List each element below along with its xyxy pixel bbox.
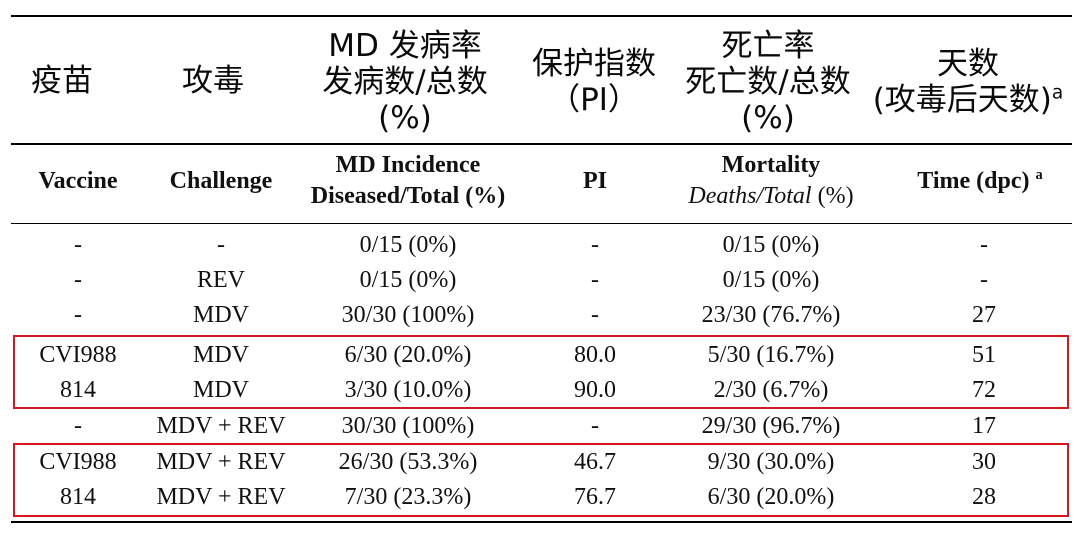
time-cell: - — [980, 267, 988, 293]
en-mortality-header: Mortality Deaths/Total (%) — [688, 152, 854, 209]
en-time-header: Time (dpc) a — [917, 167, 1043, 194]
vaccine-cell: - — [74, 302, 82, 328]
incidence-cell: 3/30 (10.0%) — [344, 377, 472, 403]
highlight-box-mdv-vaccines — [13, 335, 1069, 409]
zh-challenge-header: 攻毒 — [182, 63, 244, 99]
time-cell: 30 — [972, 449, 996, 475]
incidence-cell: 30/30 (100%) — [341, 413, 475, 439]
challenge-cell: MDV — [192, 302, 250, 328]
table-row: - - 0/15 (0%) - 0/15 (0%) - — [0, 228, 1080, 262]
table-row: 814 MDV 3/30 (10.0%) 90.0 2/30 (6.7%) 72 — [0, 373, 1080, 407]
incidence-cell: 30/30 (100%) — [341, 302, 475, 328]
challenge-cell: REV — [197, 267, 245, 293]
table-row: - MDV 30/30 (100%) - 23/30 (76.7%) 27 — [0, 298, 1080, 332]
time-cell: 72 — [972, 377, 996, 403]
table-row: - MDV + REV 30/30 (100%) - 29/30 (96.7%)… — [0, 409, 1080, 443]
pi-cell: 46.7 — [574, 449, 616, 475]
mortality-cell: 6/30 (20.0%) — [707, 484, 835, 510]
zh-pi-header: 保护指数 （PI） — [532, 46, 656, 118]
vaccine-cell: CVI988 — [39, 342, 117, 368]
mortality-cell: 23/30 (76.7%) — [701, 302, 841, 328]
mid-rule — [11, 143, 1072, 145]
en-incidence-header: MD Incidence Diseased/Total (%) — [310, 152, 506, 209]
highlight-box-coinfection-vaccines — [13, 443, 1069, 517]
vaccine-cell: - — [74, 232, 82, 258]
zh-vaccine-header: 疫苗 — [31, 63, 93, 99]
vaccine-cell: 814 — [60, 484, 96, 510]
time-cell: 51 — [972, 342, 996, 368]
table-row: CVI988 MDV + REV 26/30 (53.3%) 46.7 9/30… — [0, 445, 1080, 479]
table-row: CVI988 MDV 6/30 (20.0%) 80.0 5/30 (16.7%… — [0, 338, 1080, 372]
mortality-cell: 9/30 (30.0%) — [707, 449, 835, 475]
pi-cell: 76.7 — [574, 484, 616, 510]
pi-cell: - — [591, 413, 599, 439]
pi-cell: - — [591, 267, 599, 293]
table-row: - REV 0/15 (0%) - 0/15 (0%) - — [0, 263, 1080, 297]
time-cell: 17 — [972, 413, 996, 439]
pi-cell: - — [591, 232, 599, 258]
header-rule — [11, 223, 1072, 224]
pi-cell: 80.0 — [574, 342, 616, 368]
challenge-cell: MDV + REV — [156, 449, 286, 475]
incidence-cell: 0/15 (0%) — [359, 267, 457, 293]
pi-cell: - — [591, 302, 599, 328]
en-challenge-header: Challenge — [169, 168, 273, 194]
time-cell: 27 — [972, 302, 996, 328]
top-rule — [11, 15, 1072, 17]
vaccine-cell: CVI988 — [39, 449, 117, 475]
vaccine-cell: - — [74, 267, 82, 293]
incidence-cell: 6/30 (20.0%) — [344, 342, 472, 368]
zh-incidence-header: MD 发病率 发病数/总数 (%) — [322, 28, 488, 136]
zh-mortality-header: 死亡率 死亡数/总数 (%) — [685, 28, 851, 136]
time-cell: 28 — [972, 484, 996, 510]
time-cell: - — [980, 232, 988, 258]
incidence-cell: 26/30 (53.3%) — [338, 449, 478, 475]
en-pi-header: PI — [583, 168, 607, 194]
challenge-cell: MDV — [192, 342, 250, 368]
mortality-cell: 2/30 (6.7%) — [713, 377, 829, 403]
vaccine-cell: - — [74, 413, 82, 439]
vaccine-cell: 814 — [60, 377, 96, 403]
pi-cell: 90.0 — [574, 377, 616, 403]
mortality-cell: 5/30 (16.7%) — [707, 342, 835, 368]
challenge-cell: MDV + REV — [156, 413, 286, 439]
en-vaccine-header: Vaccine — [38, 168, 118, 194]
challenge-cell: MDV + REV — [156, 484, 286, 510]
mortality-cell: 29/30 (96.7%) — [701, 413, 841, 439]
bottom-rule — [11, 521, 1072, 523]
table-row: 814 MDV + REV 7/30 (23.3%) 76.7 6/30 (20… — [0, 480, 1080, 514]
mortality-cell: 0/15 (0%) — [722, 267, 820, 293]
mortality-cell: 0/15 (0%) — [722, 232, 820, 258]
incidence-cell: 0/15 (0%) — [359, 232, 457, 258]
challenge-cell: - — [217, 232, 225, 258]
challenge-cell: MDV — [192, 377, 250, 403]
incidence-cell: 7/30 (23.3%) — [344, 484, 472, 510]
zh-time-header: 天数 (攻毒后天数)a — [872, 46, 1064, 118]
